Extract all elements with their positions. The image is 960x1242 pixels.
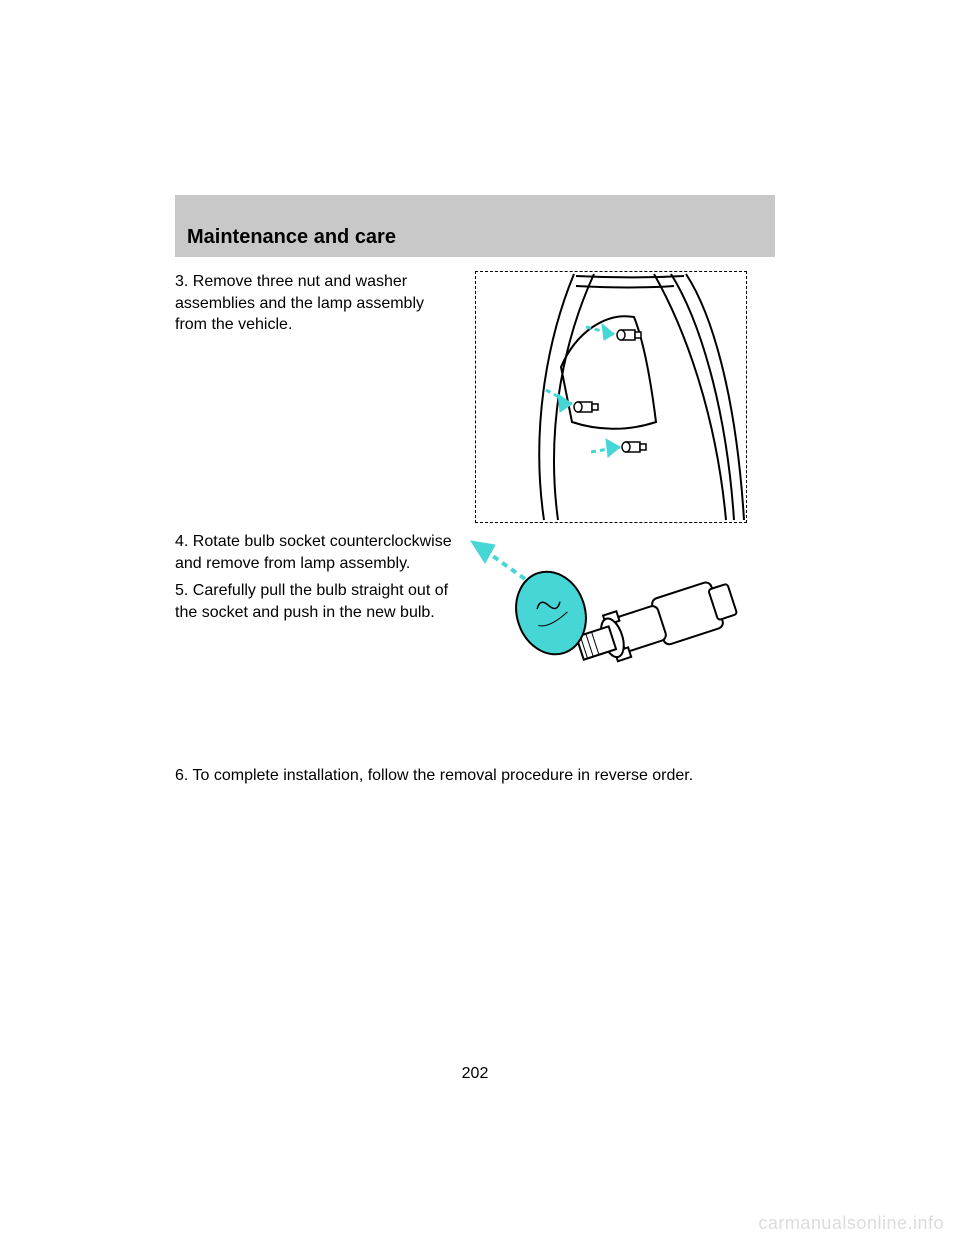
step-4-5-text-col: 4. Rotate bulb socket counterclockwise a…: [175, 531, 465, 761]
nut-1: [617, 330, 641, 340]
watermark: carmanualsonline.info: [758, 1213, 944, 1234]
step-4: 4. Rotate bulb socket counterclockwise a…: [175, 531, 455, 574]
step-3-text-col: 3. Remove three nut and washer assemblie…: [175, 271, 465, 531]
bulb-socket-illustration: [465, 531, 765, 761]
section-header: Maintenance and care: [175, 195, 775, 257]
section-title: Maintenance and care: [187, 226, 396, 249]
illustration-1-col: [465, 271, 765, 531]
bulb-svg: [465, 531, 765, 761]
nut-3: [622, 442, 646, 452]
page-content: Maintenance and care 3. Remove three nut…: [175, 195, 775, 793]
content-row-2: 4. Rotate bulb socket counterclockwise a…: [175, 531, 775, 761]
illustration-2-col: [465, 531, 765, 761]
step-3: 3. Remove three nut and washer assemblie…: [175, 271, 455, 336]
arrow-3: [591, 439, 620, 457]
nuts-location-illustration: [475, 271, 747, 523]
page-number: 202: [175, 1065, 775, 1083]
pull-arrow: [471, 541, 525, 579]
socket-body: [573, 576, 740, 671]
step-6: 6. To complete installation, follow the …: [175, 765, 775, 787]
step-5: 5. Carefully pull the bulb straight out …: [175, 580, 455, 623]
nuts-svg: [476, 272, 746, 522]
arrow-1: [586, 324, 614, 340]
nut-2: [574, 402, 598, 412]
content-row-1: 3. Remove three nut and washer assemblie…: [175, 271, 775, 531]
